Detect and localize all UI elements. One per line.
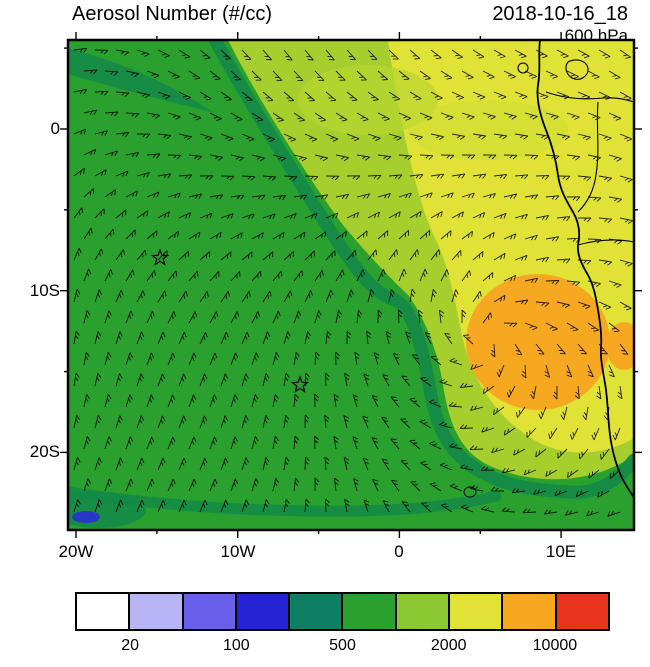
colorbar-cell <box>234 594 289 629</box>
field-orange-maximum <box>466 274 610 410</box>
chart-title: Aerosol Number (#/cc) <box>72 3 273 25</box>
colorbar-tick-label: 20 <box>121 637 139 654</box>
colorbar-cell <box>501 594 555 629</box>
x-tick-label-20w: 20W <box>58 542 94 561</box>
field-lime-patch <box>408 100 568 160</box>
colorbar-cell <box>181 594 235 629</box>
colorbar-cell <box>288 594 342 629</box>
y-tick-label-0: 0 <box>50 119 60 138</box>
colorbar-cell <box>77 594 129 629</box>
colorbar-cell <box>341 594 395 629</box>
x-tick-label-0: 0 <box>394 542 404 561</box>
field-blue-spot <box>72 511 100 523</box>
colorbar-cell <box>394 594 449 629</box>
colorbar-tick-label: 2000 <box>430 637 467 654</box>
colorbar-tick-label: 500 <box>329 637 356 654</box>
y-tick-label-10s: 10S <box>29 281 60 300</box>
y-tick-label-20s: 20S <box>29 442 60 461</box>
colorbar-tick-label: 10000 <box>532 637 578 654</box>
colorbar-cell <box>128 594 182 629</box>
colorbar-cell <box>554 594 608 629</box>
x-tick-label-10e: 10E <box>545 542 577 561</box>
colorbar-tick-label: 100 <box>222 637 250 654</box>
colorbar <box>75 592 610 631</box>
datetime-label: 2018-10-16_18 <box>492 3 628 25</box>
x-tick-label-10w: 10W <box>220 542 256 561</box>
map-canvas <box>68 40 634 530</box>
colorbar-labels: 20 100 500 2000 10000 <box>75 637 610 659</box>
colorbar-cell <box>448 594 502 629</box>
